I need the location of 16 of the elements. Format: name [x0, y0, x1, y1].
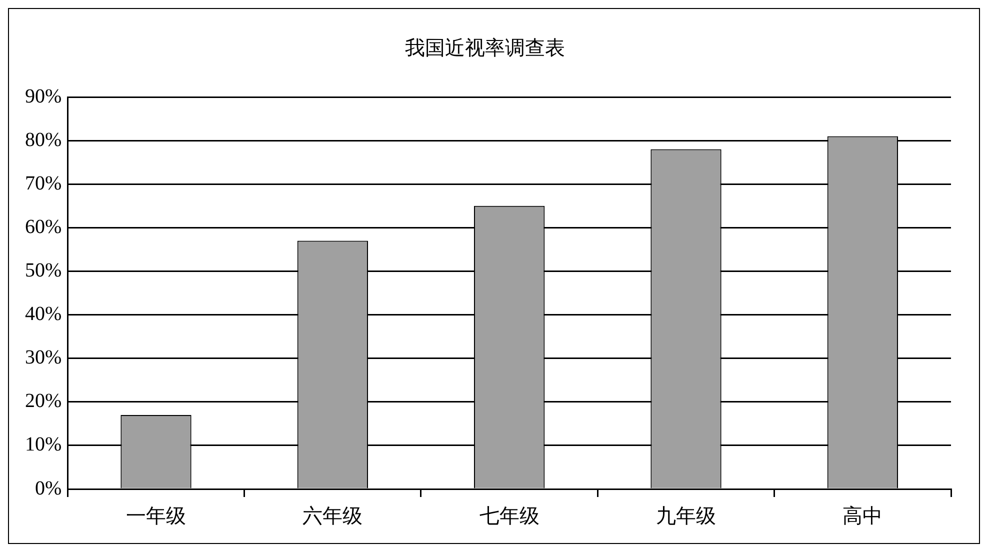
x-tick-label: 七年级 [479, 505, 540, 528]
y-tick-label: 50% [24, 259, 62, 282]
y-tick-label: 40% [24, 303, 62, 326]
x-tick-label: 六年级 [302, 505, 363, 528]
x-tick-label: 九年级 [656, 505, 716, 528]
y-tick-label: 80% [24, 128, 62, 151]
y-tick-label: 0% [34, 477, 62, 500]
y-tick-label: 10% [24, 434, 62, 456]
y-tick-label: 60% [24, 216, 62, 238]
y-tick-label: 30% [24, 346, 62, 369]
x-tick-label: 一年级 [126, 505, 186, 528]
y-tick-label: 70% [24, 172, 62, 194]
y-tick-label: 20% [24, 390, 62, 412]
y-tick-label: 90% [24, 85, 62, 108]
chart-title: 我国近视率调查表 [405, 37, 565, 60]
x-tick-label: 高中 [842, 504, 883, 528]
